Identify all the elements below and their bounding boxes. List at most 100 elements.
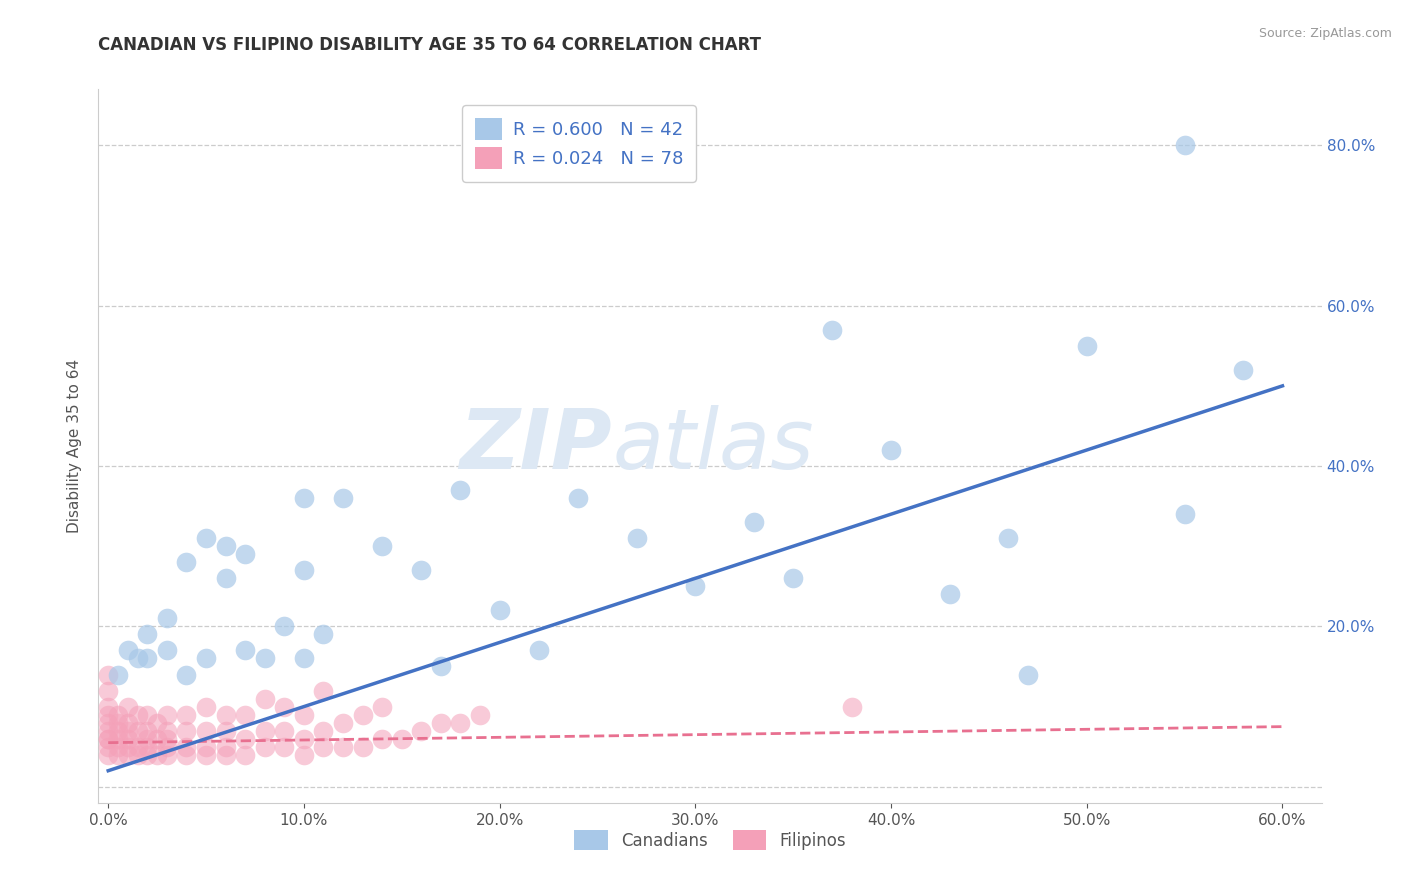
Point bbox=[176, 667, 198, 681]
Point bbox=[176, 747, 198, 762]
Point bbox=[107, 707, 129, 722]
Point bbox=[292, 747, 315, 762]
Point bbox=[97, 731, 120, 746]
Point bbox=[214, 571, 236, 585]
Point bbox=[332, 715, 354, 730]
Point bbox=[430, 715, 453, 730]
Text: atlas: atlas bbox=[612, 406, 814, 486]
Point bbox=[430, 659, 453, 673]
Point bbox=[146, 715, 169, 730]
Point bbox=[273, 723, 295, 738]
Point bbox=[146, 731, 169, 746]
Point bbox=[107, 667, 129, 681]
Point bbox=[136, 723, 159, 738]
Point bbox=[626, 531, 648, 545]
Point bbox=[292, 731, 315, 746]
Point bbox=[195, 739, 218, 754]
Point bbox=[195, 531, 218, 545]
Point bbox=[214, 739, 236, 754]
Point bbox=[312, 739, 335, 754]
Point bbox=[107, 715, 129, 730]
Point bbox=[273, 619, 295, 633]
Point bbox=[117, 739, 139, 754]
Point bbox=[567, 491, 589, 505]
Point bbox=[156, 723, 179, 738]
Point bbox=[411, 563, 433, 577]
Point bbox=[292, 707, 315, 722]
Point bbox=[312, 627, 335, 641]
Point bbox=[156, 707, 179, 722]
Point bbox=[1232, 363, 1254, 377]
Point bbox=[1174, 507, 1197, 521]
Point bbox=[195, 747, 218, 762]
Point bbox=[488, 603, 510, 617]
Point bbox=[97, 707, 120, 722]
Point bbox=[136, 731, 159, 746]
Point bbox=[97, 747, 120, 762]
Point bbox=[117, 699, 139, 714]
Point bbox=[214, 539, 236, 553]
Point bbox=[214, 747, 236, 762]
Y-axis label: Disability Age 35 to 64: Disability Age 35 to 64 bbox=[67, 359, 83, 533]
Point bbox=[176, 723, 198, 738]
Point bbox=[391, 731, 413, 746]
Point bbox=[97, 731, 120, 746]
Point bbox=[371, 539, 394, 553]
Point bbox=[685, 579, 707, 593]
Point bbox=[997, 531, 1019, 545]
Point bbox=[156, 739, 179, 754]
Point bbox=[97, 715, 120, 730]
Point bbox=[176, 707, 198, 722]
Point bbox=[312, 723, 335, 738]
Point bbox=[233, 707, 256, 722]
Point bbox=[292, 651, 315, 665]
Text: Source: ZipAtlas.com: Source: ZipAtlas.com bbox=[1258, 27, 1392, 40]
Point bbox=[136, 747, 159, 762]
Legend: Canadians, Filipinos: Canadians, Filipinos bbox=[565, 822, 855, 859]
Point bbox=[117, 747, 139, 762]
Text: CANADIAN VS FILIPINO DISABILITY AGE 35 TO 64 CORRELATION CHART: CANADIAN VS FILIPINO DISABILITY AGE 35 T… bbox=[98, 36, 762, 54]
Point bbox=[136, 739, 159, 754]
Point bbox=[352, 707, 374, 722]
Point bbox=[156, 731, 179, 746]
Point bbox=[782, 571, 804, 585]
Point bbox=[253, 651, 276, 665]
Text: ZIP: ZIP bbox=[460, 406, 612, 486]
Point bbox=[156, 747, 179, 762]
Point bbox=[214, 723, 236, 738]
Point bbox=[97, 699, 120, 714]
Point bbox=[233, 643, 256, 657]
Point bbox=[176, 739, 198, 754]
Point bbox=[195, 723, 218, 738]
Point bbox=[312, 683, 335, 698]
Point bbox=[156, 611, 179, 625]
Point bbox=[195, 699, 218, 714]
Point bbox=[136, 707, 159, 722]
Point bbox=[450, 483, 472, 497]
Point bbox=[332, 739, 354, 754]
Point bbox=[97, 683, 120, 698]
Point bbox=[253, 739, 276, 754]
Point bbox=[233, 547, 256, 561]
Point bbox=[127, 747, 149, 762]
Point bbox=[371, 731, 394, 746]
Point bbox=[1017, 667, 1039, 681]
Point bbox=[292, 491, 315, 505]
Point bbox=[1174, 138, 1197, 153]
Point bbox=[273, 739, 295, 754]
Point bbox=[527, 643, 550, 657]
Point bbox=[127, 707, 149, 722]
Point bbox=[136, 627, 159, 641]
Point bbox=[1076, 339, 1098, 353]
Point bbox=[253, 691, 276, 706]
Point bbox=[821, 323, 844, 337]
Point bbox=[253, 723, 276, 738]
Point bbox=[468, 707, 491, 722]
Point bbox=[117, 715, 139, 730]
Point bbox=[146, 747, 169, 762]
Point bbox=[332, 491, 354, 505]
Point bbox=[97, 667, 120, 681]
Point bbox=[117, 723, 139, 738]
Point bbox=[214, 707, 236, 722]
Point bbox=[273, 699, 295, 714]
